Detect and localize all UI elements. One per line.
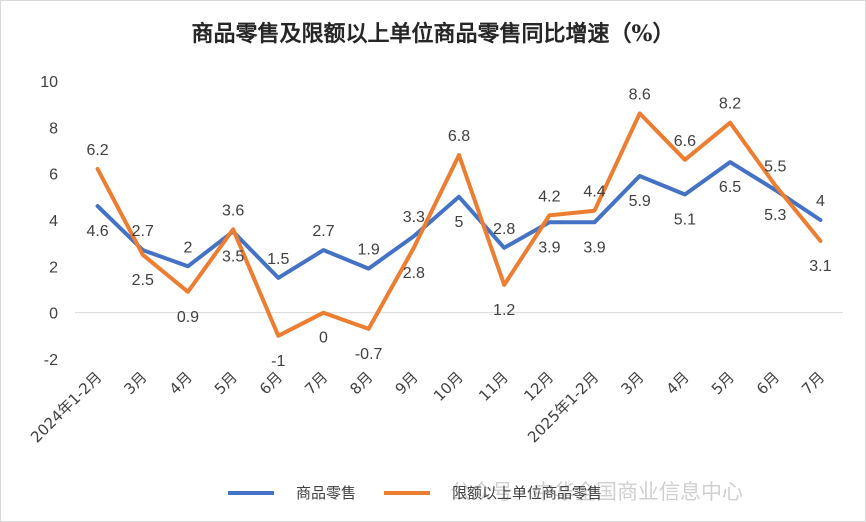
data-label: 4 xyxy=(816,193,825,210)
data-label: 4.4 xyxy=(583,184,605,201)
data-label: 6.5 xyxy=(719,179,741,196)
x-tick-label: 8月 xyxy=(346,368,376,398)
data-label: 5 xyxy=(455,214,464,231)
x-tick-label: 7月 xyxy=(798,368,828,398)
x-tick-label: 2024年1-2月 xyxy=(27,368,105,446)
y-tick-label: 0 xyxy=(49,306,58,323)
data-label: -0.7 xyxy=(355,346,383,363)
data-label: 5.5 xyxy=(764,158,786,175)
x-tick-label: 3月 xyxy=(617,368,647,398)
data-label: 2.5 xyxy=(132,272,154,289)
data-label: 1.9 xyxy=(358,242,380,259)
watermark: 公众号 · 中华全国商业信息中心 xyxy=(450,480,744,504)
x-tick-label: 4月 xyxy=(166,368,196,398)
data-label: 2.8 xyxy=(493,221,515,238)
legend-swatch-above-quota xyxy=(384,490,431,495)
data-label: 6.6 xyxy=(674,133,696,150)
data-label: 3.9 xyxy=(538,239,560,256)
chart-title: 商品零售及限额以上单位商品零售同比增速（%） xyxy=(191,21,675,47)
legend-label-above-quota: 限额以上单位商品零售 xyxy=(452,484,603,502)
y-tick-label: 4 xyxy=(49,213,58,230)
data-label: 4.2 xyxy=(538,188,560,205)
data-label: 2.8 xyxy=(403,265,425,282)
series-line-1 xyxy=(95,111,823,338)
x-tick-label: 6月 xyxy=(753,368,783,398)
legend-item-above-quota: 限额以上单位商品零售 xyxy=(384,482,602,503)
data-label: 1.5 xyxy=(267,251,289,268)
data-label: 5.3 xyxy=(764,207,786,224)
x-tick-label: 5月 xyxy=(708,368,738,398)
legend-label-retail: 商品零售 xyxy=(296,484,357,502)
data-label: 6.8 xyxy=(448,128,470,145)
legend-item-retail: 商品零售 xyxy=(228,482,356,503)
data-label: 3.3 xyxy=(403,209,425,226)
data-label: 8.6 xyxy=(629,86,651,103)
data-label: 0 xyxy=(319,330,328,347)
x-tick-label: 10月 xyxy=(430,368,467,405)
data-label: 6.2 xyxy=(86,142,108,159)
data-label: 2.7 xyxy=(312,223,334,240)
data-label: 3.5 xyxy=(222,249,244,266)
x-tick-label: 7月 xyxy=(301,368,331,398)
y-tick-label: 2 xyxy=(49,259,58,276)
y-tick-label: 6 xyxy=(49,167,58,184)
data-label: 3.1 xyxy=(809,258,831,275)
legend: 商品零售 限额以上单位商品零售 xyxy=(228,482,630,503)
legend-swatch-retail xyxy=(228,490,274,495)
data-label: 0.9 xyxy=(177,309,199,326)
x-tick-label: 6月 xyxy=(256,368,286,398)
x-tick-label: 12月 xyxy=(520,368,557,405)
data-label: 5.1 xyxy=(674,212,696,229)
data-label: -1 xyxy=(271,353,285,370)
data-label: 3.9 xyxy=(583,239,605,256)
data-label: 2.7 xyxy=(132,223,154,240)
x-tick-label: 5月 xyxy=(211,368,241,398)
data-label: 5.9 xyxy=(629,193,651,210)
x-tick-label: 9月 xyxy=(392,368,422,398)
data-label: 4.6 xyxy=(86,223,108,240)
data-label: 8.2 xyxy=(719,96,741,113)
series-line-0 xyxy=(95,160,823,280)
x-tick-label: 11月 xyxy=(475,368,512,405)
y-tick-label: 10 xyxy=(40,74,58,91)
data-label: 2 xyxy=(183,239,192,256)
y-tick-label: -2 xyxy=(44,352,58,369)
x-tick-label: 3月 xyxy=(121,368,151,398)
data-label: 3.6 xyxy=(222,202,244,219)
x-tick-label: 4月 xyxy=(663,368,693,398)
data-label: 1.2 xyxy=(493,302,515,319)
y-tick-label: 8 xyxy=(49,120,58,137)
